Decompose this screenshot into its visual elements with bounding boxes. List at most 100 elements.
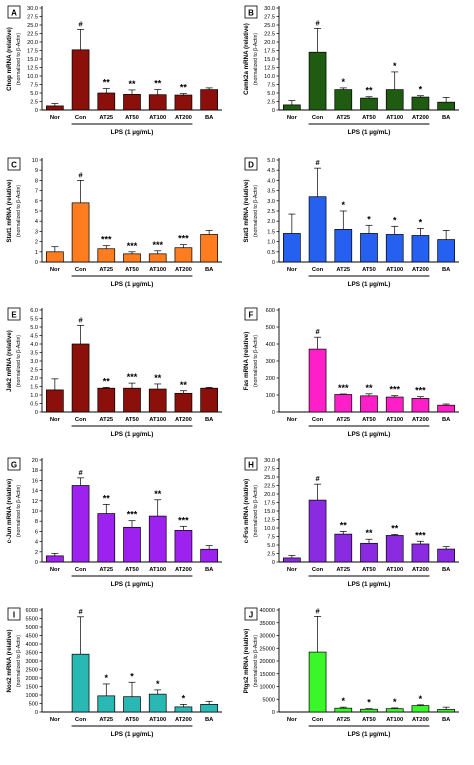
x-tick-label: Nor	[50, 267, 61, 273]
x-tick-label: Con	[312, 267, 324, 273]
x-tick-label: AT100	[149, 417, 166, 423]
y-tick-label: 6	[35, 199, 38, 205]
bar-BA	[437, 548, 455, 563]
x-tick-label: AT50	[362, 567, 376, 573]
significance-mark: #	[315, 18, 320, 27]
significance-mark: ***	[415, 386, 426, 396]
x-tick-label: Nor	[287, 417, 298, 423]
chart-panel-F: F 0 100 200 300 400 500 600 Fas mRNA (relative)(…	[243, 307, 459, 438]
chart-panel-H: H 0 2.5 5.0 7.5 10.0 12.5 15.0 17.5 20.0 22.5 25.0 2…	[243, 457, 459, 588]
y-tick-label: 5.0	[267, 543, 275, 549]
y-tick-label: 40000	[259, 608, 275, 614]
significance-mark: ***	[415, 530, 426, 540]
x-tick-label: AT100	[149, 567, 166, 573]
x-tick-label: BA	[205, 267, 214, 273]
y-tick-label: 7	[35, 189, 38, 195]
y-tick-label: 300	[266, 359, 275, 365]
bar-AT25	[334, 707, 353, 713]
bar-AT100	[385, 535, 404, 563]
panel-letter-box	[7, 5, 21, 19]
x-axis-label: LPS (1 µg/mL)	[348, 581, 391, 588]
y-tick-label: 10	[32, 158, 38, 164]
y-tick-label: 6.0	[30, 308, 38, 314]
y-tick-label: 14	[32, 489, 38, 495]
y-axis-label: Stat1 mRNA (relative)	[6, 179, 13, 242]
y-tick-label: 15.0	[264, 57, 275, 63]
bar-AT200	[411, 235, 430, 263]
significance-mark: **	[154, 373, 162, 383]
x-tick-label: AT200	[412, 267, 429, 273]
y-tick-label: 2.5	[267, 209, 275, 215]
y-axis-label: Ptgs2 mRNA (relative)	[243, 629, 250, 694]
y-axis-label: Stat3 mRNA (relative)	[243, 179, 250, 242]
y-tick-label: 0	[35, 710, 38, 716]
bar-BA	[437, 404, 455, 413]
significance-mark: #	[78, 19, 83, 28]
y-tick-label: 0	[272, 260, 275, 266]
y-tick-label: 10.0	[264, 526, 275, 532]
y-tick-label: 20	[32, 458, 38, 464]
y-tick-label: 12	[32, 499, 38, 505]
significance-mark: *	[393, 61, 397, 71]
x-axis-label: LPS (1 µg/mL)	[348, 129, 391, 136]
panel-letter: A	[11, 9, 17, 18]
bar-AT50	[360, 708, 378, 713]
panel-letter-box	[7, 607, 21, 621]
y-tick-label: 4.0	[30, 342, 38, 348]
bar-AT50	[360, 233, 378, 263]
y-tick-label: 3	[35, 229, 38, 235]
x-axis-label: LPS (1 µg/mL)	[348, 281, 391, 288]
x-tick-label: AT200	[175, 115, 192, 121]
x-tick-label: AT200	[412, 717, 429, 723]
panel-letter: E	[11, 311, 17, 320]
x-tick-label: AT50	[125, 267, 139, 273]
y-tick-label: 5.5	[30, 317, 38, 323]
y-tick-label: 15.0	[27, 57, 38, 63]
x-tick-label: AT200	[412, 115, 429, 121]
x-tick-label: AT25	[99, 115, 114, 121]
significance-mark: ***	[389, 385, 400, 395]
bar-AT200	[411, 96, 430, 111]
panel-letter: G	[11, 461, 17, 470]
y-tick-label: 400	[266, 342, 275, 348]
significance-mark: #	[315, 158, 320, 167]
significance-mark: #	[315, 606, 320, 615]
significance-mark: *	[342, 696, 346, 706]
x-tick-label: AT50	[125, 115, 139, 121]
x-tick-label: AT25	[99, 717, 114, 723]
x-tick-label: AT50	[125, 717, 139, 723]
bar-Nor	[283, 104, 301, 111]
bar-BA	[200, 234, 218, 263]
x-tick-label: AT200	[175, 267, 192, 273]
x-tick-label: AT25	[336, 267, 351, 273]
panel-letter: F	[249, 311, 254, 320]
y-tick-label: 2.5	[30, 368, 38, 374]
x-tick-label: Nor	[287, 115, 298, 121]
y-tick-label: 10.0	[264, 74, 275, 80]
y-tick-label: 1	[35, 250, 38, 256]
x-axis-label: LPS (1 µg/mL)	[348, 431, 391, 438]
chart-panel-G: G 0 2 4 6 8 10 12 14 16 18 20 c-Jun mRNA (relative)(…	[6, 457, 222, 588]
bar-Nor	[46, 555, 64, 563]
y-axis-label: c-Fos mRNA (relative)	[243, 479, 250, 543]
y-tick-label: 20.0	[27, 40, 38, 46]
bar-Nor	[46, 105, 64, 111]
y-tick-label: 0	[35, 260, 38, 266]
y-tick-label: 0	[272, 710, 275, 716]
y-tick-label: 2	[35, 550, 38, 556]
chart-panel-I: I 0 500 1000 1500 2000 2500 3000 3500 4000 4500 500…	[6, 607, 222, 738]
significance-mark: ***	[178, 234, 189, 244]
y-tick-label: 2.5	[267, 552, 275, 558]
y-tick-label: 0	[35, 410, 38, 416]
y-tick-label: 0	[35, 560, 38, 566]
bar-Con	[308, 499, 327, 563]
panel-letter-box	[244, 607, 258, 621]
y-axis-sublabel: (normalized to β-Actin)	[253, 33, 259, 86]
y-tick-label: 12.5	[27, 66, 38, 72]
bar-AT25	[97, 695, 116, 713]
y-tick-label: 10000	[259, 685, 275, 691]
x-tick-label: AT200	[412, 417, 429, 423]
y-tick-label: 0	[272, 560, 275, 566]
y-tick-label: 3.5	[30, 351, 38, 357]
